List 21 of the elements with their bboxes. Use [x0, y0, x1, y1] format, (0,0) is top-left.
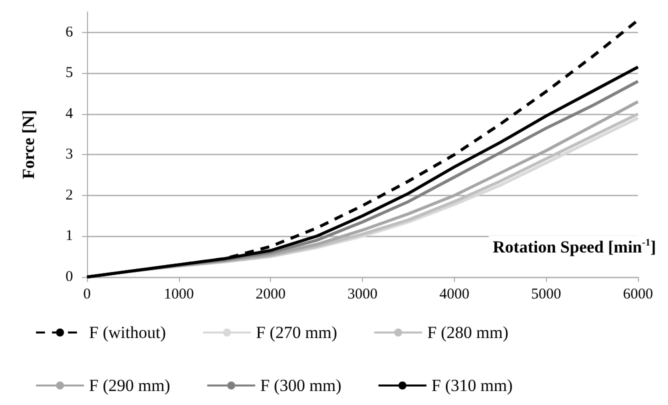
legend-label: F (290 mm)	[89, 376, 170, 395]
legend-label: F (without)	[89, 323, 166, 342]
y-tick-label: 0	[66, 269, 73, 285]
x-tick-label: 6000	[623, 286, 653, 302]
y-tick-label: 4	[66, 106, 74, 122]
y-axis-title: Force [N]	[19, 110, 38, 180]
legend-label: F (300 mm)	[260, 376, 342, 395]
x-tick-label: 1000	[164, 286, 194, 302]
y-tick-label: 1	[66, 228, 73, 244]
y-tick-label: 3	[66, 146, 73, 163]
legend-label: F (310 mm)	[431, 376, 513, 395]
y-tick-label: 2	[66, 187, 73, 204]
x-tick-label: 4000	[439, 286, 470, 302]
legend-label: F (270 mm)	[256, 323, 338, 342]
y-tick-label: 5	[66, 65, 73, 82]
legend-label: F (280 mm)	[427, 323, 508, 342]
x-tick-label: 5000	[531, 286, 562, 302]
x-tick-label: 0	[83, 286, 91, 302]
x-tick-label: 3000	[348, 286, 378, 302]
x-tick-label: 2000	[256, 286, 286, 302]
y-tick-label: 6	[66, 24, 74, 40]
